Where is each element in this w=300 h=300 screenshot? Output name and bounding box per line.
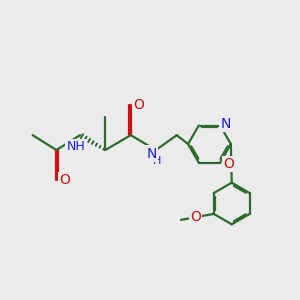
Text: O: O [59, 173, 70, 187]
Text: O: O [224, 157, 234, 171]
Text: O: O [134, 98, 144, 112]
Text: N: N [146, 147, 157, 160]
Text: O: O [190, 210, 201, 224]
Text: NH: NH [66, 140, 85, 153]
Text: N: N [220, 117, 231, 131]
Text: H: H [153, 156, 162, 166]
